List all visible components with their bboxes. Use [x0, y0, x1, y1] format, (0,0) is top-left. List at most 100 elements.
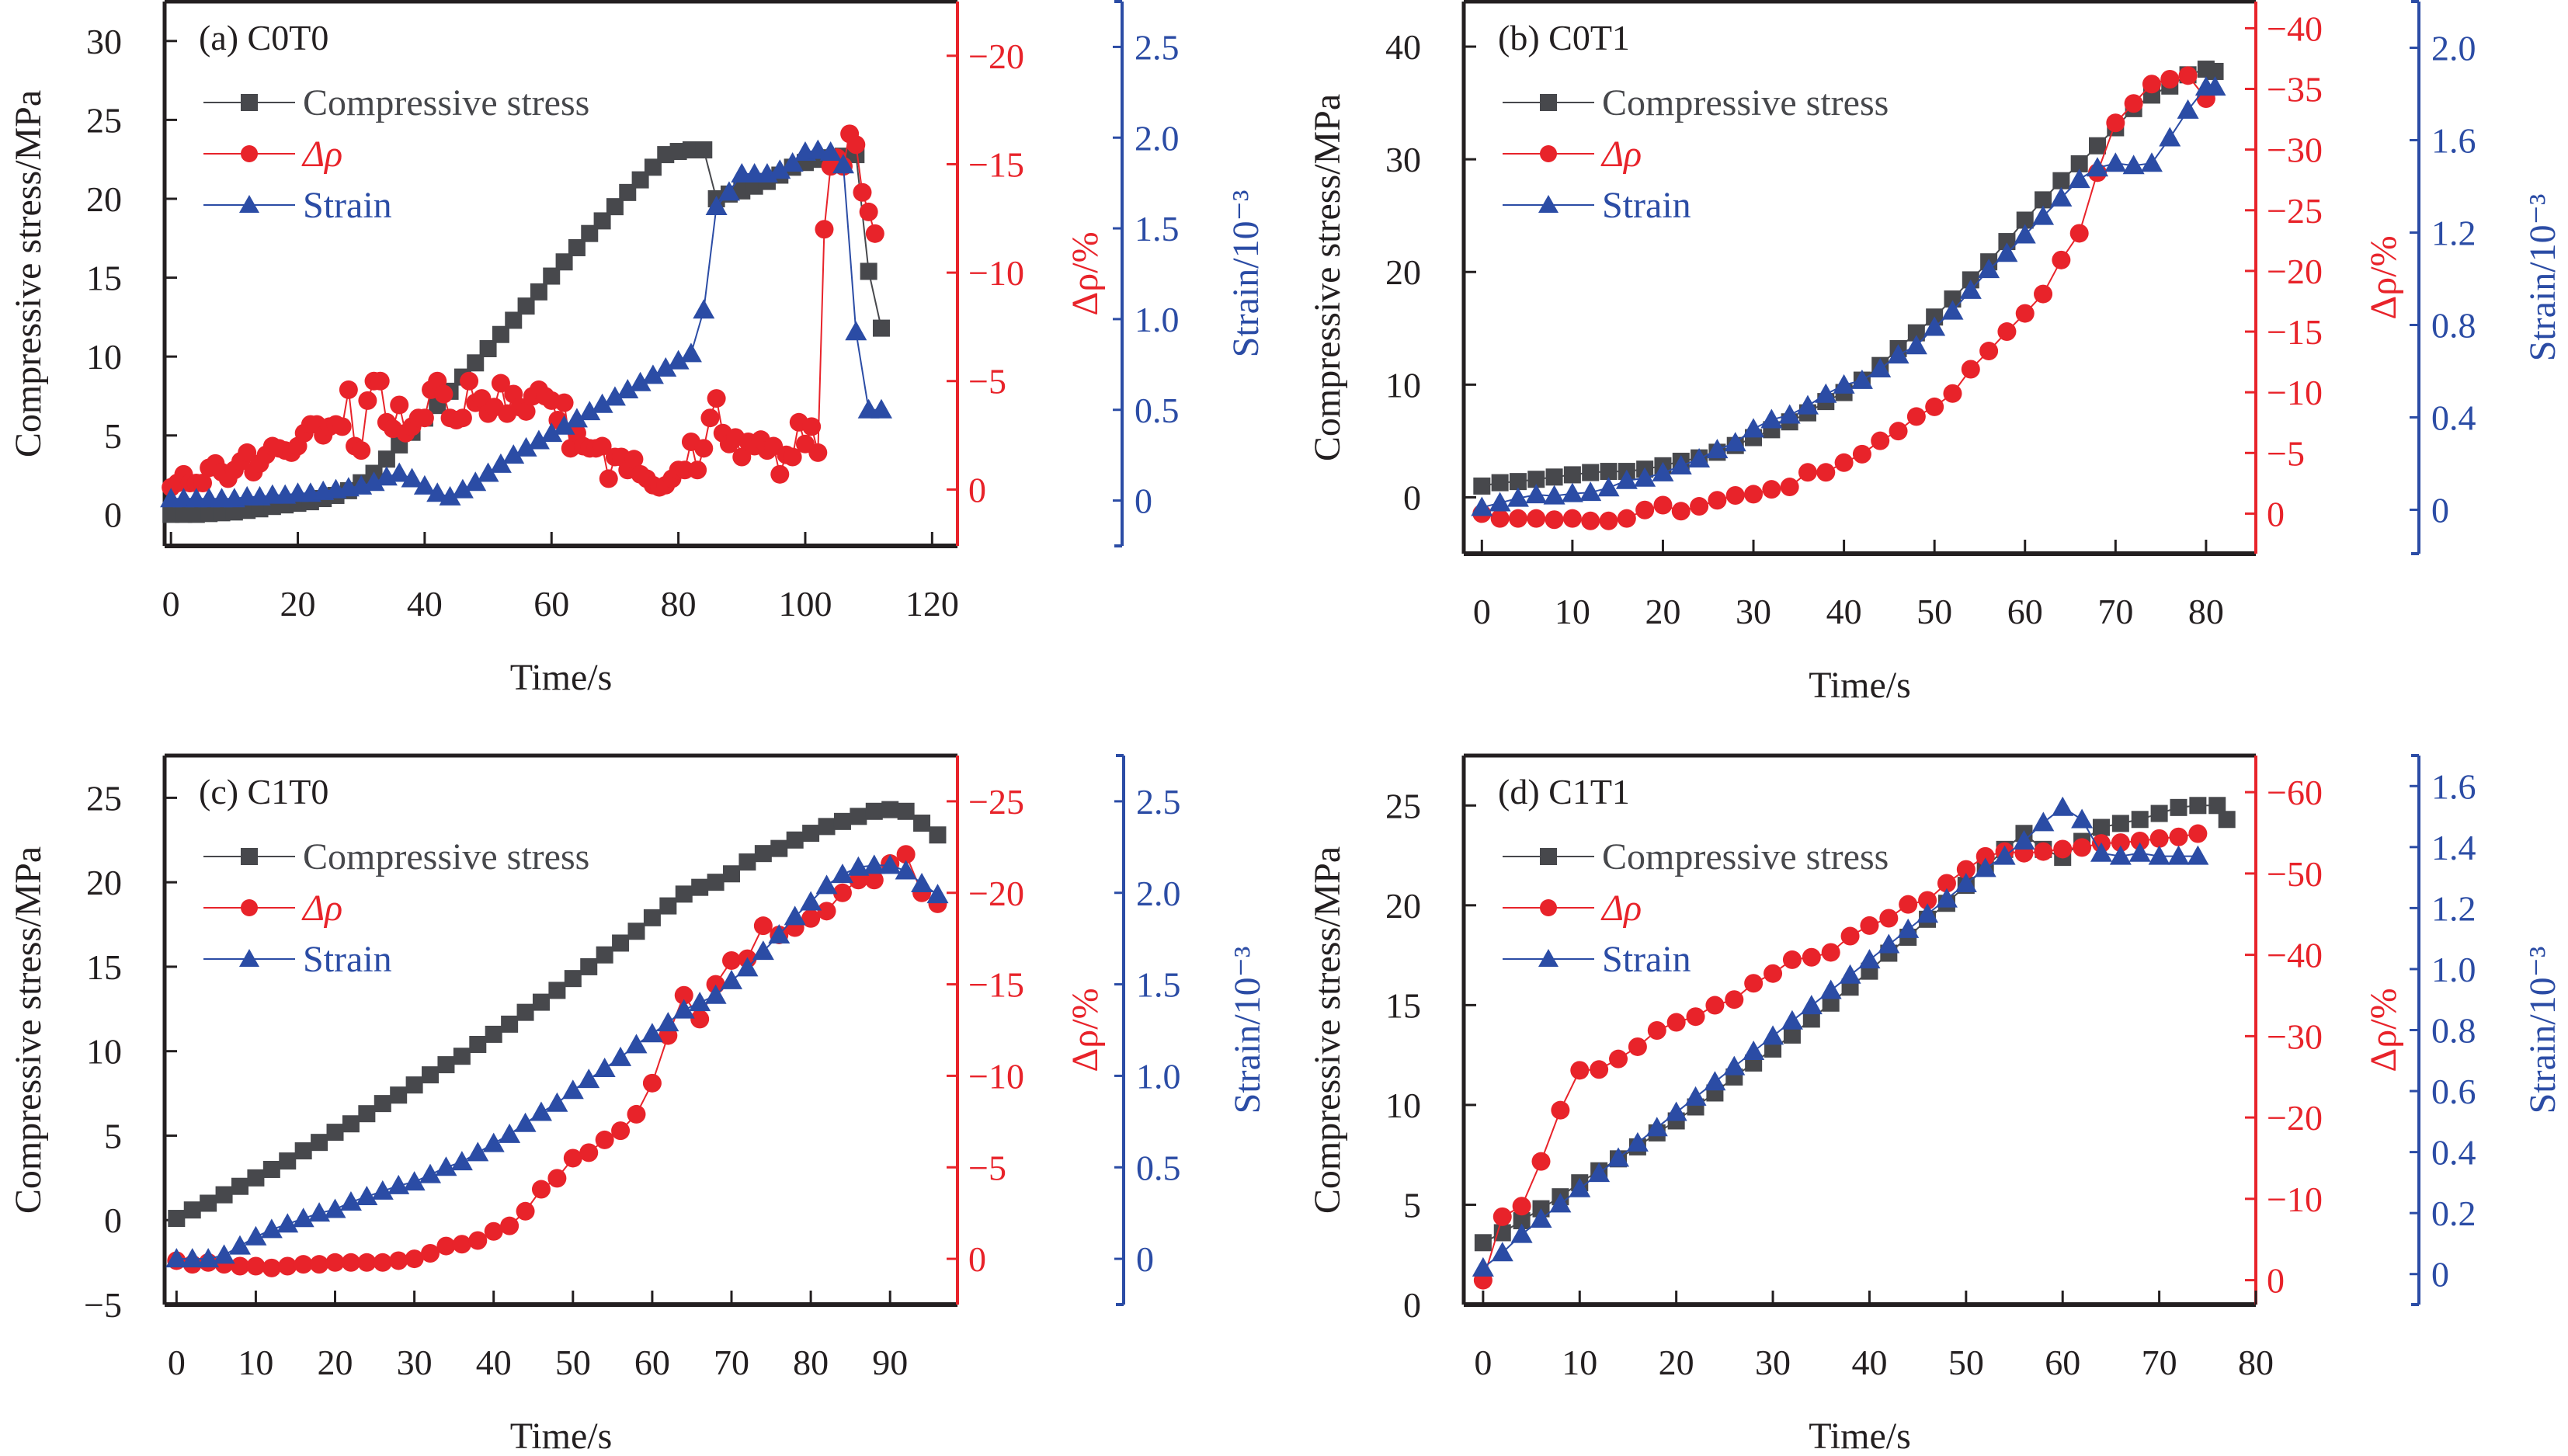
- y-strain-tick-label: 0.8: [2431, 305, 2476, 345]
- strain-point: [324, 1198, 346, 1218]
- legend-strain-marker: [239, 195, 259, 213]
- stress-point: [770, 839, 788, 857]
- stress-point: [1944, 290, 1962, 308]
- y-rho-tick-label: 0: [968, 1239, 986, 1279]
- strain-point: [1941, 300, 1964, 320]
- x-tick-label: 30: [1755, 1343, 1791, 1382]
- stress-point: [2189, 797, 2207, 815]
- strain-point: [2204, 76, 2226, 96]
- strain-point: [847, 856, 870, 876]
- strain-point: [308, 1202, 331, 1222]
- y-rho-tick-label: −30: [2267, 1016, 2323, 1056]
- y-rho-tick-label: −10: [968, 253, 1024, 293]
- rho-point: [278, 1256, 297, 1276]
- rho-point: [436, 1236, 456, 1256]
- strain-point: [870, 398, 892, 419]
- strain-point: [451, 478, 474, 499]
- x-tick-label: 70: [2142, 1343, 2177, 1382]
- strain-point: [1579, 481, 1602, 502]
- y-rho-tick-label: 0: [2267, 494, 2285, 533]
- strain-point: [499, 1123, 521, 1143]
- legend-strain-label: Strain: [1602, 185, 1691, 226]
- legend-stress-label: Compressive stress: [1602, 82, 1889, 123]
- y-strain-axis-title: Strain/10⁻³: [2522, 947, 2563, 1114]
- legend-rho-label: Δρ: [1600, 888, 1642, 929]
- strain-point: [2104, 152, 2127, 172]
- strain-point: [561, 1079, 584, 1100]
- strain-point: [1800, 995, 1823, 1015]
- y-left-axis-title: Compressive stress/MPa: [1307, 94, 1348, 461]
- panel-title: (d) C1T1: [1498, 772, 1630, 811]
- strain-point: [467, 1142, 489, 1162]
- strain-point: [784, 905, 806, 926]
- legend-rho-marker: [241, 899, 258, 916]
- stress-point: [913, 815, 931, 832]
- y-strain-tick-label: 0: [2431, 490, 2449, 530]
- y-rho-tick-label: 0: [968, 470, 986, 509]
- y-strain-tick-label: 1.6: [2431, 766, 2476, 806]
- x-tick-label: 50: [1948, 1343, 1984, 1382]
- stress-point: [247, 1169, 265, 1187]
- strain-point: [388, 462, 411, 482]
- rho-point: [753, 916, 773, 936]
- stress-point: [543, 267, 561, 285]
- y-left-tick-label: 0: [1403, 478, 1421, 517]
- y-left-tick-label: 0: [104, 1201, 122, 1240]
- stress-point: [659, 897, 677, 915]
- y-left-tick-label: −5: [84, 1285, 122, 1325]
- stress-point: [183, 1201, 201, 1219]
- x-tick-label: 0: [1473, 592, 1491, 631]
- stress-point: [453, 1048, 471, 1065]
- strain-point: [591, 393, 613, 413]
- y-left-tick-label: 20: [1385, 252, 1421, 292]
- stress-point: [1527, 471, 1545, 488]
- y-rho-tick-label: −15: [2267, 312, 2323, 352]
- rho-point: [2142, 75, 2161, 94]
- x-tick-label: 80: [2188, 592, 2224, 631]
- y-rho-tick-label: −40: [2267, 9, 2323, 48]
- rho-point: [1628, 1037, 1647, 1056]
- rho-point: [1997, 322, 2017, 342]
- y-left-tick-label: 40: [1385, 27, 1421, 67]
- y-strain-tick-label: 0: [1135, 481, 1152, 521]
- legend-strain-marker: [1538, 195, 1559, 213]
- strain-point: [603, 386, 626, 406]
- strain-point: [641, 1023, 663, 1043]
- strain-point: [450, 1151, 473, 1171]
- strain-point: [213, 1244, 235, 1264]
- rho-point: [1821, 943, 1840, 962]
- rho-point: [1581, 511, 1600, 530]
- rho-point: [1590, 1060, 1609, 1079]
- rho-point: [846, 135, 866, 155]
- y-strain-tick-label: 1.6: [2431, 120, 2476, 160]
- rho-point: [547, 1169, 567, 1188]
- rho-point: [1780, 478, 1799, 497]
- rho-point: [896, 845, 916, 864]
- rho-point: [238, 443, 257, 462]
- y-strain-tick-label: 0: [2431, 1255, 2449, 1294]
- stress-point: [2170, 798, 2187, 816]
- strain-point: [1597, 477, 1620, 497]
- y-rho-tick-label: −10: [2267, 1180, 2323, 1219]
- stress-point: [754, 845, 772, 863]
- strain-point: [439, 485, 461, 506]
- rho-point: [1653, 495, 1673, 515]
- rho-point: [373, 1253, 392, 1272]
- strain-point: [482, 1132, 505, 1152]
- strain-point: [401, 467, 423, 488]
- stress-point: [2016, 211, 2034, 229]
- y-left-tick-label: 20: [86, 179, 122, 219]
- stress-point: [311, 1134, 328, 1152]
- rho-point: [599, 469, 618, 488]
- stress-point: [2111, 815, 2129, 832]
- stress-point: [2035, 191, 2052, 209]
- rho-point: [325, 1253, 345, 1272]
- rho-point: [405, 1249, 424, 1269]
- y-left-tick-label: 30: [1385, 140, 1421, 179]
- strain-point: [1993, 845, 2016, 865]
- stress-point: [1474, 1234, 1492, 1252]
- rho-point: [611, 1121, 631, 1141]
- y-strain-tick-label: 1.5: [1136, 965, 1181, 1005]
- strain-point: [895, 860, 917, 880]
